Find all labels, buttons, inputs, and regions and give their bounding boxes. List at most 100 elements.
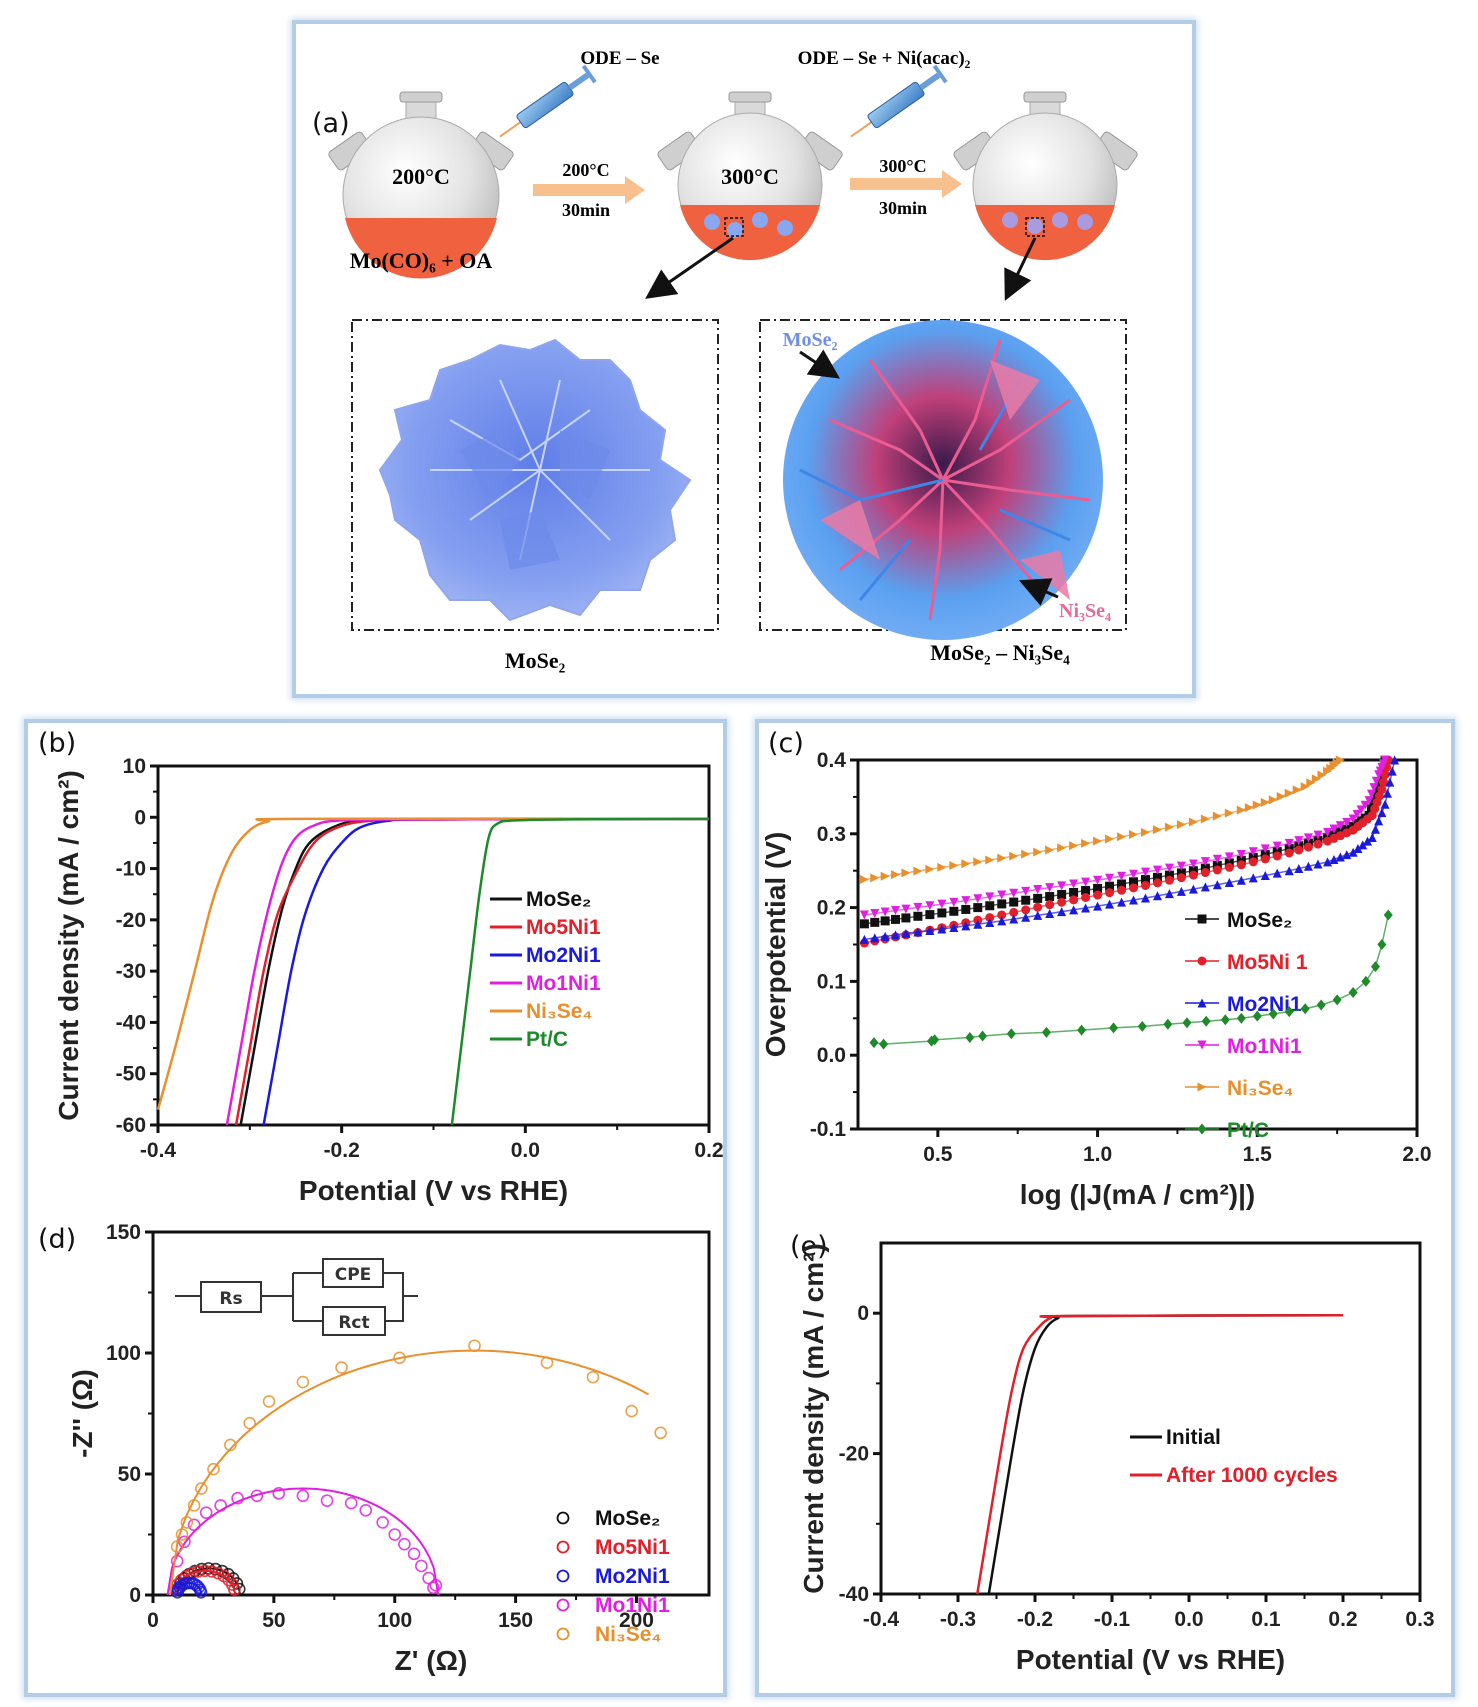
y-axis-title-b: Current density (mA / cm²) — [53, 770, 84, 1121]
data-point-c-4 — [1081, 838, 1091, 848]
data-point-d-4 — [540, 1356, 554, 1369]
y-tick-label-c: 0.3 — [817, 823, 846, 846]
data-point-c-1 — [1188, 870, 1198, 880]
mose2-ni3se4-nanoflower-illustration — [783, 320, 1103, 640]
data-point-c-3 — [1248, 847, 1258, 857]
data-point-d-3 — [359, 1504, 373, 1517]
data-point-d-3 — [214, 1499, 227, 1512]
panel-bd-frame — [24, 719, 727, 1697]
data-point-c-5 — [1361, 975, 1371, 987]
data-point-d-3 — [398, 1537, 411, 1551]
flask-2-solution — [680, 205, 820, 261]
data-point-c-2 — [1009, 914, 1019, 924]
data-point-c-5 — [978, 1030, 988, 1042]
data-point-c-4 — [1105, 834, 1115, 844]
data-point-c-0 — [1176, 868, 1186, 878]
y-tick-label-d: 0 — [129, 1584, 141, 1607]
x-tick-label-b: -0.2 — [324, 1139, 360, 1162]
data-point-d-3 — [320, 1494, 334, 1507]
y-tick-label-b: -30 — [116, 960, 146, 983]
y-tick-label-c: -0.1 — [810, 1118, 847, 1141]
syringe-2-icon — [850, 64, 948, 138]
data-point-c-1 — [1069, 895, 1079, 905]
data-point-c-2 — [1057, 907, 1067, 917]
legend-marker-c-4 — [1197, 1082, 1207, 1092]
data-point-c-3 — [1093, 875, 1103, 885]
data-point-c-0 — [1105, 881, 1115, 891]
x-axis-title-e: Potential (V vs RHE) — [1016, 1644, 1285, 1675]
data-point-c-3 — [1224, 852, 1234, 862]
data-point-c-1 — [1200, 868, 1210, 878]
data-point-c-4 — [1236, 805, 1246, 815]
legend-label-c-0: MoSe₂ — [1227, 909, 1292, 932]
y-tick-label-b: -60 — [116, 1114, 146, 1137]
x-tick-label-e: -0.4 — [863, 1608, 900, 1631]
legend-label-d-4: Ni₃Se₄ — [595, 1623, 661, 1646]
data-point-c-2 — [937, 924, 947, 934]
legend-marker-d-3 — [556, 1598, 570, 1612]
data-point-c-3 — [1152, 865, 1162, 875]
y-tick-label-b: 10 — [123, 755, 146, 778]
data-point-c-2 — [1294, 863, 1304, 873]
data-point-c-0 — [997, 899, 1007, 909]
data-point-c-4 — [1252, 800, 1262, 810]
legend-marker-c-3 — [1197, 1040, 1207, 1050]
data-point-c-4 — [1164, 822, 1174, 832]
data-point-c-3 — [1323, 827, 1333, 837]
data-point-c-1 — [985, 913, 995, 923]
y-tick-label-c: 0.0 — [817, 1044, 846, 1067]
data-point-c-2 — [1374, 816, 1384, 826]
legend-label-b-4: Ni₃Se₄ — [526, 1000, 592, 1023]
data-point-c-5 — [1077, 1024, 1087, 1036]
data-point-c-5 — [1300, 1003, 1310, 1015]
data-point-c-0 — [985, 901, 995, 911]
data-point-d-1 — [228, 1583, 241, 1596]
circuit-rct-box — [322, 1306, 386, 1336]
fit-curve-d-1 — [173, 1569, 237, 1596]
legend-label-d-2: Mo2Ni1 — [595, 1565, 670, 1588]
data-point-c-5 — [1370, 961, 1380, 973]
data-point-c-2 — [973, 919, 983, 929]
data-point-d-4 — [262, 1395, 276, 1408]
data-point-c-2 — [1188, 884, 1198, 894]
legend-label-e-0: Initial — [1166, 1426, 1221, 1449]
data-point-c-3 — [1069, 879, 1079, 889]
x-tick-label-e: -0.2 — [1017, 1608, 1053, 1631]
data-point-c-2 — [1329, 854, 1339, 864]
data-point-c-5 — [1268, 1008, 1278, 1020]
series-line-b-5 — [450, 817, 710, 1126]
data-point-c-3 — [1360, 800, 1370, 810]
circuit-rs-box — [200, 1281, 262, 1313]
data-point-c-1 — [1260, 854, 1270, 864]
x-tick-label-d: 100 — [377, 1609, 412, 1632]
data-point-c-5 — [1332, 994, 1342, 1006]
legend-marker-c-1 — [1197, 956, 1207, 966]
data-point-d-1 — [205, 1565, 218, 1578]
fit-curve-d-4 — [168, 1349, 650, 1596]
data-point-c-2 — [1382, 788, 1392, 798]
legend-label-b-0: MoSe₂ — [526, 888, 591, 911]
series-line-e-0 — [987, 1314, 1344, 1595]
x-tick-label-d: 50 — [262, 1609, 285, 1632]
data-point-c-0 — [1093, 883, 1103, 893]
data-point-c-4 — [1057, 843, 1067, 853]
data-point-d-2 — [194, 1586, 208, 1599]
legend-label-b-1: Mo5Ni1 — [526, 916, 601, 939]
data-point-d-4 — [393, 1351, 406, 1365]
data-point-c-5 — [1137, 1020, 1147, 1032]
data-point-c-0 — [937, 908, 947, 918]
data-point-c-2 — [1200, 882, 1210, 892]
data-point-c-4 — [1335, 755, 1345, 765]
data-point-c-3 — [1335, 821, 1345, 831]
flask-2-temp: 300°C — [721, 164, 779, 189]
y-tick-label-e: -20 — [839, 1443, 869, 1466]
data-point-c-0 — [1045, 892, 1055, 902]
data-point-c-5 — [930, 1034, 940, 1046]
data-point-c-2 — [1176, 886, 1186, 896]
data-point-c-2 — [997, 916, 1007, 926]
data-point-c-1 — [1380, 770, 1390, 780]
data-point-c-0 — [901, 913, 911, 923]
data-point-c-5 — [1041, 1026, 1051, 1038]
data-point-c-0 — [859, 919, 869, 929]
data-point-d-3 — [272, 1487, 286, 1500]
